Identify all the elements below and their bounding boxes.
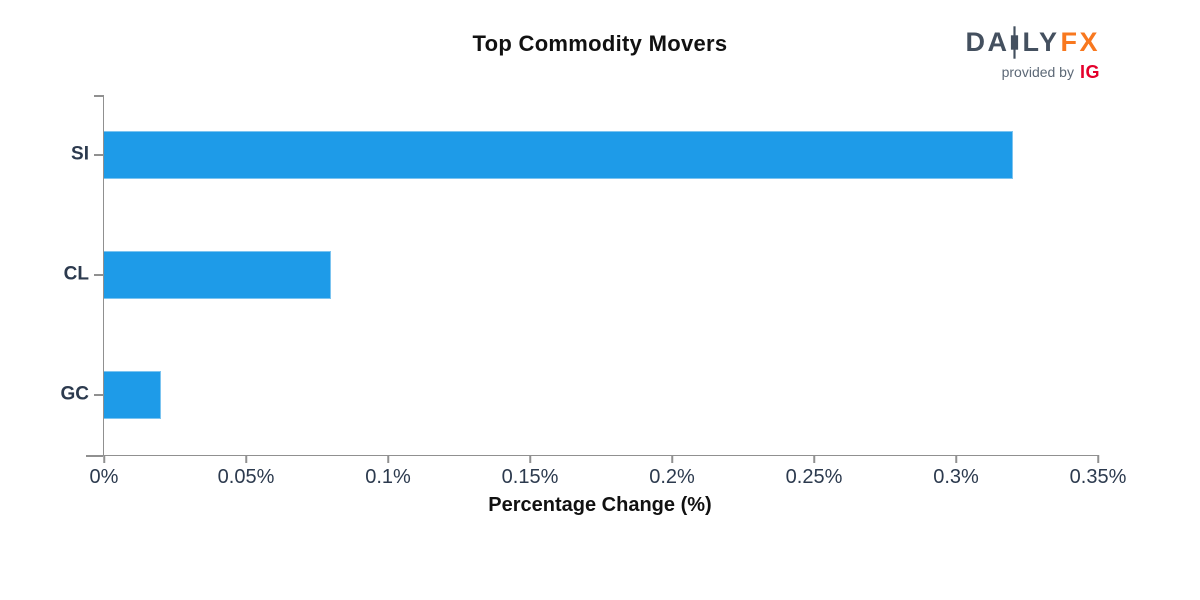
x-tick-7 (1097, 455, 1099, 463)
plot-area: SI CL GC 0% 0.05% 0.1% 0.15% 0.2% 0.25% 0.3% 0.35% (61, 95, 1126, 488)
x-tick-label-7: 0.35% (1069, 466, 1127, 488)
category-label-cl: CL (63, 263, 89, 285)
x-tick-label-2: 0.1% (365, 466, 411, 488)
logo-text-ly: LY (1022, 27, 1060, 57)
x-tick-1 (245, 455, 247, 463)
x-tick-0 (103, 455, 105, 463)
x-axis-title: Percentage Change (%) (488, 494, 712, 516)
x-tick-4 (671, 455, 673, 463)
bar-row-si: SI (71, 95, 1098, 215)
y-axis-end-tick-bottom (86, 455, 103, 457)
bar-si (104, 131, 1013, 179)
y-tick-cl (94, 274, 104, 276)
provided-by-label: provided by (1001, 64, 1074, 80)
y-tick-si (94, 154, 104, 156)
x-tick-label-3: 0.15% (501, 466, 559, 488)
bar-cl (104, 251, 332, 299)
candlestick-icon (1011, 26, 1019, 59)
y-axis-end-tick-top (94, 95, 103, 97)
x-tick-label-6: 0.3% (933, 466, 979, 488)
x-tick-label-1: 0.05% (217, 466, 275, 488)
logo-subline: provided by IG (965, 63, 1100, 81)
x-tick-6 (955, 455, 957, 463)
dailyfx-wordmark: DA LY FX (965, 26, 1100, 59)
dailyfx-logo: DA LY FX provided by IG (965, 26, 1100, 81)
x-tick-3 (529, 455, 531, 463)
category-label-si: SI (71, 143, 89, 165)
x-tick-5 (813, 455, 815, 463)
logo-text-da: DA (965, 27, 1010, 57)
category-label-gc: GC (60, 383, 90, 405)
chart-title: Top Commodity Movers (472, 31, 728, 56)
bar-gc (104, 371, 161, 419)
x-tick-2 (387, 455, 389, 463)
bar-row-gc: GC (61, 335, 1098, 455)
x-tick-label-5: 0.25% (785, 466, 843, 488)
x-tick-label-4: 0.2% (649, 466, 695, 488)
bar-row-cl: CL (64, 215, 1098, 335)
ig-logo: IG (1079, 62, 1100, 82)
x-tick-label-0: 0% (89, 466, 119, 488)
logo-text-fx: FX (1060, 27, 1100, 57)
y-tick-gc (94, 394, 104, 396)
